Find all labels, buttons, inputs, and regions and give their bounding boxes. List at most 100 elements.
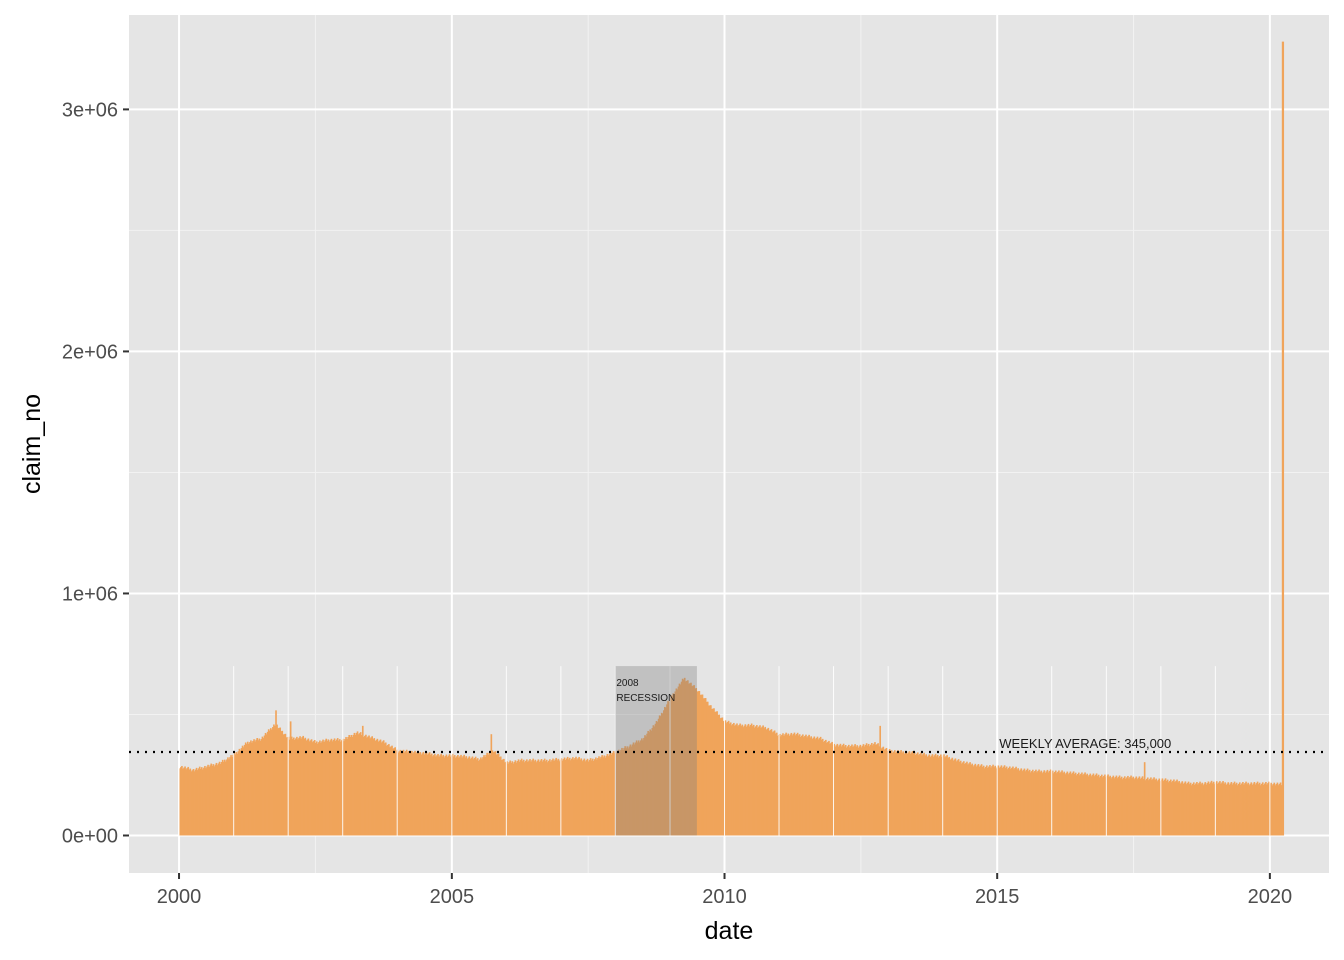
bar [908,751,911,836]
bar [1069,771,1072,836]
bar [770,729,773,836]
bar [190,771,193,836]
bar [1173,779,1175,836]
bar [1104,774,1106,836]
bar [375,739,378,836]
bar [276,724,278,836]
bar [1204,782,1207,836]
bar [351,736,354,836]
bar [775,732,778,836]
bar [677,686,680,836]
bar [466,758,469,836]
bar [771,732,774,836]
bar [781,734,783,836]
bar [399,749,402,836]
bar [831,741,833,836]
bar [392,748,394,836]
bar [1220,783,1222,836]
bar [794,735,797,836]
x-tick-label: 2000 [157,886,202,908]
bar [346,739,348,836]
bar [307,738,310,836]
bar [917,752,919,836]
bar [966,761,968,836]
bar [1082,775,1084,836]
bar [317,743,319,836]
bar [519,760,522,836]
bar [387,744,389,836]
bar [378,740,381,836]
bar [938,755,941,836]
bar [903,753,906,836]
bar [688,683,690,836]
bar [394,747,397,836]
bar [584,761,587,836]
bar [263,735,266,836]
bar [646,733,648,836]
bar [656,722,659,836]
bar [1033,772,1035,836]
bar [1153,777,1155,836]
bar [391,745,393,836]
bar [539,760,542,836]
bar [572,757,574,836]
bar [180,767,182,836]
bar [326,741,329,836]
bar [641,738,643,836]
bar [1257,784,1260,836]
bar [207,764,209,836]
bar [609,752,612,836]
bar [587,761,590,836]
bar [400,752,403,836]
bar [479,759,481,836]
bar [982,765,985,836]
bar [733,722,735,836]
bar [1275,783,1278,836]
bar [416,752,418,836]
bar [246,741,249,836]
bar [678,683,681,836]
bar [915,753,918,836]
bar [601,755,603,836]
bar [1034,771,1036,836]
bar [849,747,851,836]
bar [913,752,916,836]
bar [208,767,210,836]
bar [1130,775,1132,836]
bar [1250,782,1253,836]
bar [464,757,467,836]
bar [1210,780,1213,836]
bar [1207,781,1210,836]
bar [1249,783,1252,836]
bar [286,737,289,836]
bar [273,724,275,836]
bar [429,754,432,836]
bar [743,725,746,836]
bar [814,739,817,836]
bar [324,740,326,836]
bar [701,694,704,836]
bar [867,743,870,836]
bar [421,753,424,836]
bar [340,741,342,836]
bar [403,752,406,836]
bar [352,734,355,836]
bar [535,762,538,836]
bar [252,740,254,836]
bar [310,739,313,836]
bar [1235,782,1238,836]
bar [253,739,255,836]
bar [724,720,727,836]
bar [540,759,543,836]
bar [961,762,964,836]
bar [463,754,465,836]
bar [1040,770,1042,836]
bar [424,753,427,836]
bar [1188,784,1191,836]
bar [591,758,594,836]
bar [183,767,185,836]
bar [1253,781,1256,836]
bar [606,753,609,836]
bar [612,751,615,836]
bar [1151,780,1153,836]
